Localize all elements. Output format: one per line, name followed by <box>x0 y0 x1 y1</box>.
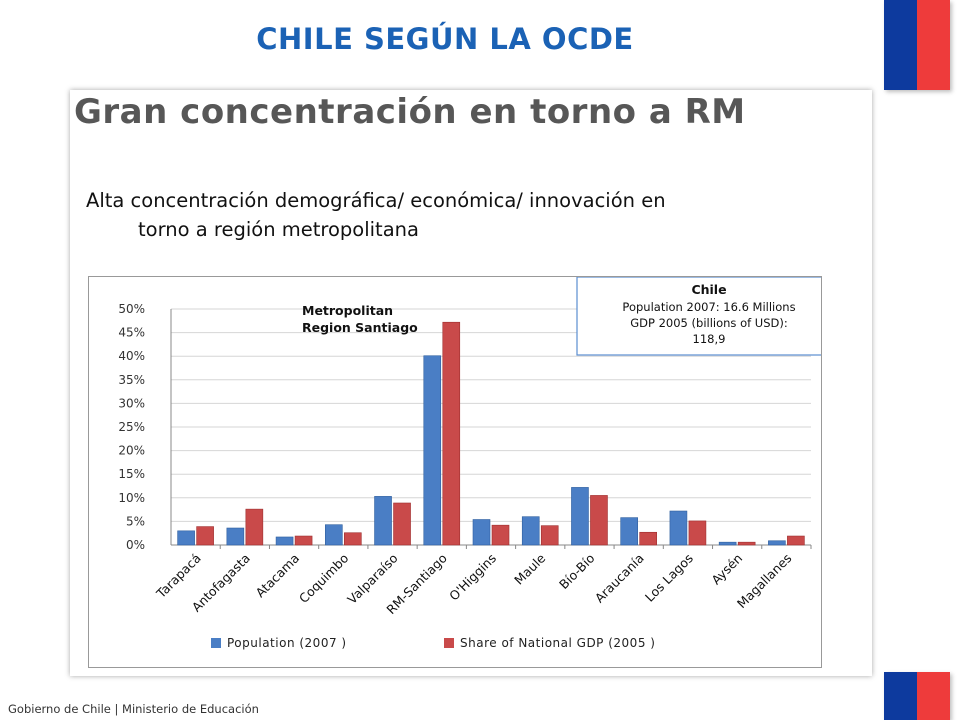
slide-title: CHILE SEGÚN LA OCDE <box>256 22 634 56</box>
legend-swatch-population <box>211 638 221 648</box>
subtitle-line-2: torno a región metropolitana <box>138 218 419 241</box>
info-box-line-1: Population 2007: 16.6 Millions <box>622 300 795 314</box>
bar-population <box>472 519 491 546</box>
legend-swatch-gdp <box>444 638 454 648</box>
bar-gdp <box>590 495 608 546</box>
subtitle-line-1: Alta concentración demográfica/ económic… <box>86 189 666 212</box>
bar-gdp <box>196 526 214 546</box>
y-tick-label: 40% <box>118 349 145 363</box>
y-tick-label: 0% <box>126 538 145 552</box>
y-tick-label: 30% <box>118 396 145 410</box>
flag-red-stripe <box>917 0 950 90</box>
y-tick-label: 5% <box>126 514 145 528</box>
y-tick-label: 15% <box>118 467 145 481</box>
bar-population <box>325 524 343 546</box>
chile-flag-top-decoration <box>884 0 950 90</box>
bar-gdp <box>787 535 805 546</box>
bar-population <box>177 530 195 546</box>
footer-text: Gobierno de Chile | Ministerio de Educac… <box>8 702 259 716</box>
bar-gdp <box>245 508 264 546</box>
bar-gdp <box>294 535 313 546</box>
bar-population <box>521 516 540 546</box>
bar-gdp <box>491 524 510 546</box>
x-category-label: Maule <box>511 550 548 587</box>
bar-gdp <box>442 321 461 546</box>
bar-gdp <box>688 520 707 546</box>
info-box-line-3: 118,9 <box>693 332 726 346</box>
flag-blue-stripe <box>884 672 917 720</box>
bar-population <box>374 496 392 546</box>
y-tick-label: 50% <box>118 302 145 316</box>
y-tick-label: 10% <box>118 491 145 505</box>
x-category-label: O'Higgins <box>446 551 499 604</box>
regional-bar-chart: 50% 45% 40% 35% 30% 25% 20% 15% 10% 5% 0% Tarapacá A… <box>118 277 821 650</box>
legend-label-gdp: Share of National GDP (2005 ) <box>460 636 655 650</box>
panel-title: Gran concentración en torno a RM <box>74 92 746 132</box>
content-panel: Gran concentración en torno a RM Alta co… <box>70 90 872 676</box>
legend-label-population: Population (2007 ) <box>227 636 347 650</box>
info-box <box>576 277 821 356</box>
bar-population <box>275 536 294 546</box>
y-tick-label: 20% <box>118 444 145 458</box>
chart-frame: 50% 45% 40% 35% 30% 25% 20% 15% 10% 5% 0% Tarapacá A… <box>88 276 822 668</box>
flag-blue-stripe <box>884 0 917 90</box>
bar-population <box>571 487 589 546</box>
x-category-label: Araucanía <box>592 551 647 606</box>
y-tick-label: 45% <box>118 326 145 340</box>
chile-flag-bottom-decoration <box>884 672 950 720</box>
x-category-label: Atacama <box>253 551 303 601</box>
info-box-line-2: GDP 2005 (billions of USD): <box>630 316 788 330</box>
bar-population <box>226 527 245 546</box>
annotation-metro-line-1: Metropolitan <box>302 303 393 318</box>
bar-gdp <box>540 525 559 546</box>
x-category-label: Coquimbo <box>296 551 351 606</box>
x-category-label: Bío-Bío <box>556 551 598 593</box>
bar-gdp <box>393 502 411 546</box>
x-category-label: Tarapacá <box>153 551 204 602</box>
bar-gdp <box>639 531 657 546</box>
bar-population <box>669 510 688 546</box>
bar-population <box>423 355 442 546</box>
bar-population <box>620 517 638 546</box>
panel-subtitle: Alta concentración demográfica/ económic… <box>86 186 846 244</box>
bar-population <box>768 540 786 546</box>
annotation-metro-line-2: Region Santiago <box>302 320 418 335</box>
x-category-label: Los Lagos <box>642 551 696 605</box>
flag-red-stripe <box>917 672 950 720</box>
info-box-title: Chile <box>691 282 726 297</box>
bar-gdp <box>737 541 756 546</box>
y-tick-label: 35% <box>118 373 145 387</box>
x-category-label: Aysén <box>708 551 745 588</box>
y-tick-label: 25% <box>118 420 145 434</box>
bar-population <box>718 541 737 546</box>
bar-gdp <box>344 532 362 546</box>
